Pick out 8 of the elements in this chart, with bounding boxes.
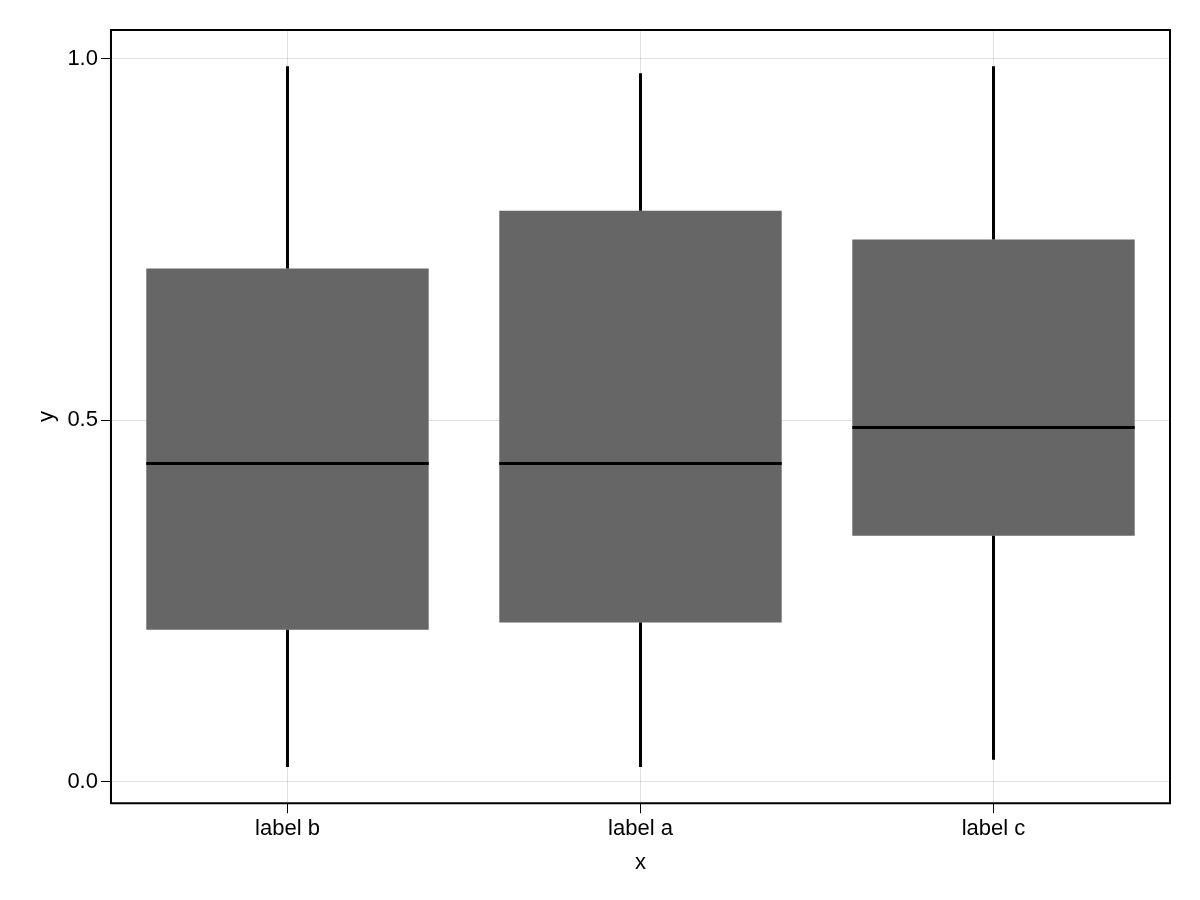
x-axis-title: x	[634, 848, 646, 874]
x-tick-label: label a	[608, 815, 674, 841]
x-tick-label: label b	[255, 815, 320, 841]
x-tick-label: label c	[961, 815, 1026, 841]
y-axis-title: y	[33, 411, 59, 423]
y-tick-label: 0.0	[67, 767, 98, 793]
y-tick-label: 1.0	[67, 44, 98, 70]
y-tick-label: 0.5	[67, 406, 98, 432]
